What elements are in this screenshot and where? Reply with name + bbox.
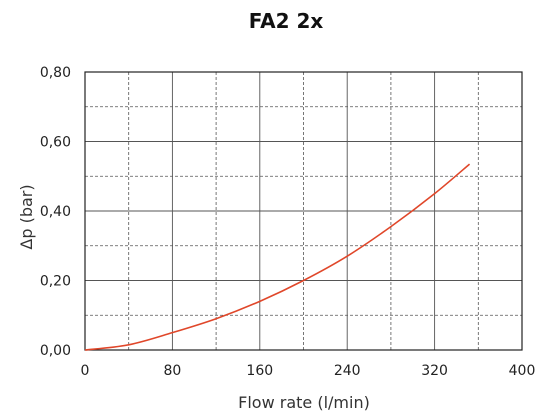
plot-area-frame <box>84 71 523 351</box>
y-tick-label: 0,80 <box>40 65 71 81</box>
y-tick-label: 0,40 <box>40 204 71 220</box>
y-tick-label: 0,00 <box>40 343 71 359</box>
y-axis-label: Δp (bar) <box>17 184 36 249</box>
chart-title: FA2 2x <box>249 9 324 33</box>
grid <box>85 72 522 350</box>
x-tick-label: 400 <box>509 363 536 379</box>
x-axis-label: Flow rate (l/min) <box>238 393 370 412</box>
y-tick-label: 0,20 <box>40 274 71 290</box>
series-layer <box>84 163 471 351</box>
x-tick-label: 80 <box>163 363 181 379</box>
series-line <box>84 163 471 351</box>
x-tick-label: 160 <box>246 363 273 379</box>
y-tick-label: 0,60 <box>40 135 71 151</box>
x-tick-label: 320 <box>421 363 448 379</box>
tick-labels: 0 80 160 240 320 400 0,00 0,20 0,40 0,60 0,80 <box>40 65 536 379</box>
x-tick-label: 0 <box>81 363 90 379</box>
x-tick-label: 240 <box>334 363 361 379</box>
